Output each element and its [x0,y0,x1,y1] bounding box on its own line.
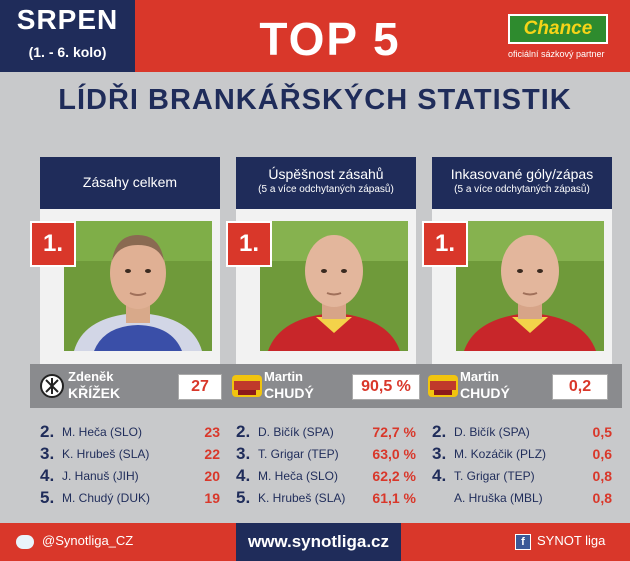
leader-name: Martin CHUDÝ [264,368,314,402]
list-item: 4. T. Grigar (TEP) 0,8 [432,466,612,485]
list-item: 3. K. Hrubeš (SLA) 22 [40,444,220,463]
player-photo [456,221,604,351]
photo-frame: 1. [30,209,220,364]
sponsor[interactable]: Chance oficiální sázkový partner [508,14,618,59]
rounds-label: (1. - 6. kolo) [28,44,107,60]
card-header: Úspěšnost zásahů (5 a více odchytaných z… [236,157,416,209]
leader-bar: Martin CHUDÝ 0,2 [422,364,622,408]
facebook-icon: f [515,533,531,550]
list-item: 4. J. Hanuš (JIH) 20 [40,466,220,485]
runner-up-list: 2. D. Bičík (SPA) 0,5 3. M. Kozáčik (PLZ) 0,… [432,422,612,510]
month-box: SRPEN (1. - 6. kolo) [0,0,135,72]
list-item: 2. M. Heča (SLO) 23 [40,422,220,441]
twitter-icon [16,534,34,549]
rank-badge: 1. [422,221,468,267]
player-photo [64,221,212,351]
card-subheading: (5 a více odchytaných zápasů) [454,184,590,195]
rank-badge: 1. [30,221,76,267]
list-item: 4. M. Heča (SLO) 62,2 % [236,466,416,485]
leader-bar: Zdeněk KŘÍŽEK 27 [30,364,230,408]
headline: TOP 5 [259,13,401,65]
card-heading: Zásahy celkem [82,174,178,190]
page-title: LÍDŘI BRANKÁŘSKÝCH STATISTIK [58,84,572,116]
footer: @Synotliga_CZ www.synotliga.cz f SYNOT li… [0,523,630,561]
photo-frame: 1. [226,209,416,364]
card-header: Zásahy celkem [40,157,220,209]
twitter-handle[interactable]: @Synotliga_CZ [42,533,134,548]
club-crest-icon [232,375,262,397]
runner-up-list: 2. D. Bičík (SPA) 72,7 % 3. T. Grigar (TEP)… [236,422,416,510]
player-photo [260,221,408,351]
list-item: 2. D. Bičík (SPA) 72,7 % [236,422,416,441]
leader-first-name: Martin [264,369,303,384]
facebook-link[interactable]: f SYNOT liga [515,533,605,550]
club-crest-icon [428,375,458,397]
list-item: 2. D. Bičík (SPA) 0,5 [432,422,612,441]
leader-last-name: CHUDÝ [264,385,314,401]
leader-first-name: Martin [460,369,499,384]
photo-frame: 1. [422,209,612,364]
card-heading: Úspěšnost zásahů [268,166,384,182]
leader-name: Martin CHUDÝ [460,368,510,402]
facebook-page[interactable]: SYNOT liga [537,533,606,548]
card-header: Inkasované góly/zápas (5 a více odchytan… [432,157,612,209]
leader-first-name: Zdeněk [68,369,114,384]
sponsor-tagline: oficiální sázkový partner [508,49,605,59]
list-item: 3. T. Grigar (TEP) 63,0 % [236,444,416,463]
card-heading: Inkasované góly/zápas [450,166,594,182]
list-item: 5. M. Chudý (DUK) 19 [40,488,220,507]
leader-last-name: CHUDÝ [460,385,510,401]
club-crest-icon [40,374,64,398]
runner-up-list: 2. M. Heča (SLO) 23 3. K. Hrubeš (SLA) 22 4.… [40,422,220,510]
month-label: SRPEN [16,4,119,35]
leader-bar: Martin CHUDÝ 90,5 % [226,364,426,408]
website-link[interactable]: www.synotliga.cz [236,523,401,561]
list-item: 5. K. Hrubeš (SLA) 61,1 % [236,488,416,507]
sponsor-logo[interactable]: Chance [508,14,608,44]
leader-value: 27 [178,374,222,400]
leader-value: 90,5 % [352,374,420,400]
leader-name: Zdeněk KŘÍŽEK [68,368,120,402]
leader-last-name: KŘÍŽEK [68,385,121,401]
list-item: A. Hruška (MBL) 0,8 [454,490,612,506]
card-subheading: (5 a více odchytaných zápasů) [258,184,394,195]
twitter-link[interactable]: @Synotliga_CZ [16,533,133,549]
rank-badge: 1. [226,221,272,267]
leader-value: 0,2 [552,374,608,400]
list-item: 3. M. Kozáčik (PLZ) 0,6 [432,444,612,463]
